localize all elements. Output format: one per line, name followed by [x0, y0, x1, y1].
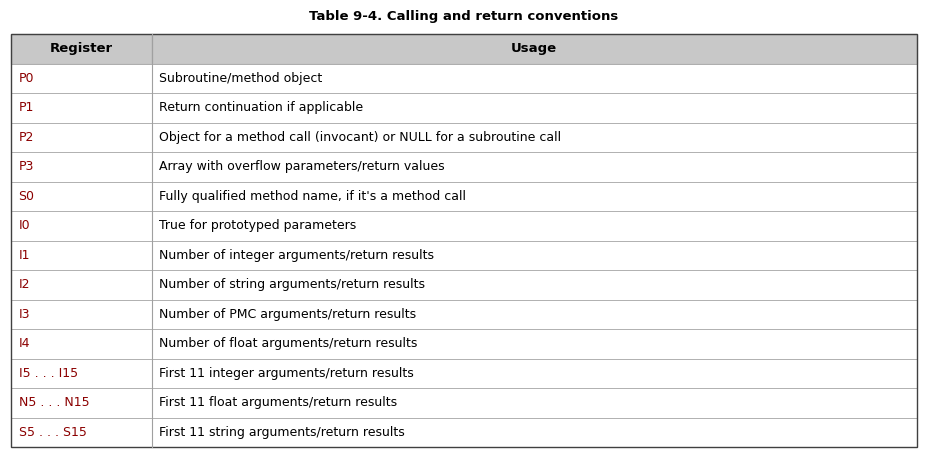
Text: Number of float arguments/return results: Number of float arguments/return results [159, 337, 417, 350]
Text: Subroutine/method object: Subroutine/method object [159, 72, 322, 85]
Text: Object for a method call (invocant) or NULL for a subroutine call: Object for a method call (invocant) or N… [159, 131, 561, 144]
Text: N5 . . . N15: N5 . . . N15 [19, 396, 89, 410]
Text: Table 9-4. Calling and return conventions: Table 9-4. Calling and return convention… [309, 10, 618, 23]
Text: P2: P2 [19, 131, 34, 144]
Text: P1: P1 [19, 101, 34, 114]
Text: Array with overflow parameters/return values: Array with overflow parameters/return va… [159, 160, 444, 173]
Text: I2: I2 [19, 278, 30, 291]
Text: Number of string arguments/return results: Number of string arguments/return result… [159, 278, 425, 291]
Text: Number of integer arguments/return results: Number of integer arguments/return resul… [159, 249, 434, 262]
Text: First 11 float arguments/return results: First 11 float arguments/return results [159, 396, 397, 410]
Text: Return continuation if applicable: Return continuation if applicable [159, 101, 362, 114]
Text: First 11 string arguments/return results: First 11 string arguments/return results [159, 426, 404, 439]
Text: I1: I1 [19, 249, 30, 262]
Text: I0: I0 [19, 219, 31, 232]
Text: S0: S0 [19, 190, 34, 203]
Text: True for prototyped parameters: True for prototyped parameters [159, 219, 356, 232]
Text: I3: I3 [19, 308, 30, 321]
Text: Number of PMC arguments/return results: Number of PMC arguments/return results [159, 308, 415, 321]
Text: First 11 integer arguments/return results: First 11 integer arguments/return result… [159, 367, 413, 380]
Text: I5 . . . I15: I5 . . . I15 [19, 367, 78, 380]
Text: Usage: Usage [511, 42, 556, 55]
Text: I4: I4 [19, 337, 30, 350]
Text: S5 . . . S15: S5 . . . S15 [19, 426, 86, 439]
Text: P0: P0 [19, 72, 34, 85]
Text: Register: Register [50, 42, 113, 55]
Text: Fully qualified method name, if it's a method call: Fully qualified method name, if it's a m… [159, 190, 465, 203]
Text: P3: P3 [19, 160, 34, 173]
